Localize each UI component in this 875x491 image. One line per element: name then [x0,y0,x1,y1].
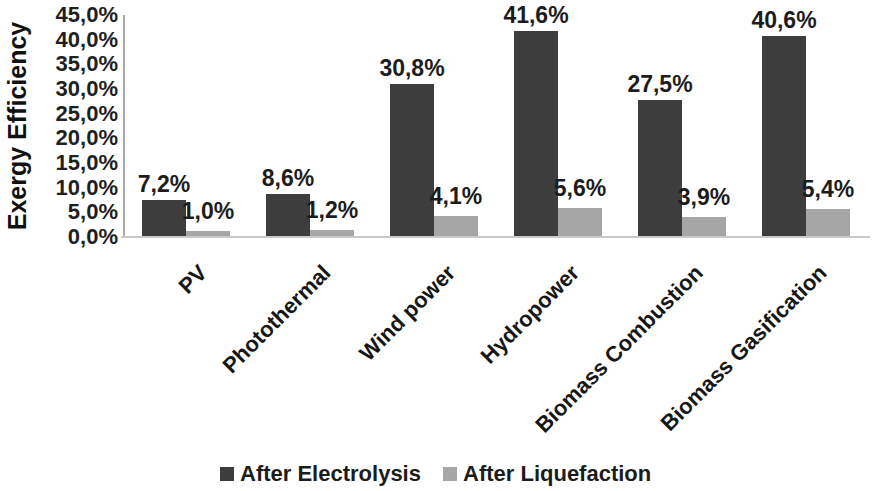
category-label-hydropower: Hydropower [475,260,584,369]
bar-after-electrolysis-wind-power [390,84,434,236]
y-tick-label: 15,0% [0,151,118,175]
y-tick-label: 20,0% [0,126,118,150]
legend-label-after-electrolysis: After Electrolysis [240,460,421,488]
bar-after-liquefaction-hydropower [558,208,602,236]
data-label-after-liquefaction-biomass-combustion: 3,9% [644,183,764,211]
y-tick-label: 25,0% [0,102,118,126]
data-label-after-electrolysis-wind-power: 30,8% [352,54,472,82]
bar-after-electrolysis-biomass-combustion [638,100,682,236]
data-label-after-liquefaction-wind-power: 4,1% [396,182,516,210]
data-label-after-liquefaction-pv: 1,0% [148,197,268,225]
data-label-after-electrolysis-photothermal: 8,6% [228,164,348,192]
legend-item-after-liquefaction: After Liquefaction [443,460,651,488]
y-axis-line [123,15,125,238]
bar-after-liquefaction-biomass-gasification [806,209,850,236]
legend-swatch-after-electrolysis [220,467,234,481]
bar-after-liquefaction-biomass-combustion [682,217,726,236]
y-tick-label: 10,0% [0,176,118,200]
data-label-after-liquefaction-photothermal: 1,2% [272,196,392,224]
bar-after-electrolysis-hydropower [514,31,558,236]
legend-label-after-liquefaction: After Liquefaction [463,460,651,488]
y-tick-label: 0,0% [0,225,118,249]
bar-after-electrolysis-biomass-gasification [762,36,806,236]
bar-after-liquefaction-pv [186,231,230,236]
bar-after-liquefaction-photothermal [310,230,354,236]
y-tick-label: 30,0% [0,77,118,101]
bar-after-liquefaction-wind-power [434,216,478,236]
legend-swatch-after-liquefaction [443,467,457,481]
y-tick-label: 40,0% [0,28,118,52]
data-label-after-liquefaction-hydropower: 5,6% [520,174,640,202]
data-label-after-liquefaction-biomass-gasification: 5,4% [768,175,875,203]
x-axis-line [121,236,870,238]
y-tick-label: 45,0% [0,3,118,27]
data-label-after-electrolysis-biomass-gasification: 40,6% [724,6,844,34]
data-label-after-electrolysis-pv: 7,2% [104,170,224,198]
data-label-after-electrolysis-hydropower: 41,6% [476,1,596,29]
y-tick-label: 35,0% [0,52,118,76]
category-label-wind-power: Wind power [354,260,460,366]
category-label-photothermal: Photothermal [218,260,337,379]
category-label-pv: PV [173,260,212,299]
legend-item-after-electrolysis: After Electrolysis [220,460,421,488]
data-label-after-electrolysis-biomass-combustion: 27,5% [600,70,720,98]
y-tick-label: 5,0% [0,200,118,224]
bar-chart: Exergy Efficiency 0,0%5,0%10,0%15,0%20,0… [0,0,875,491]
